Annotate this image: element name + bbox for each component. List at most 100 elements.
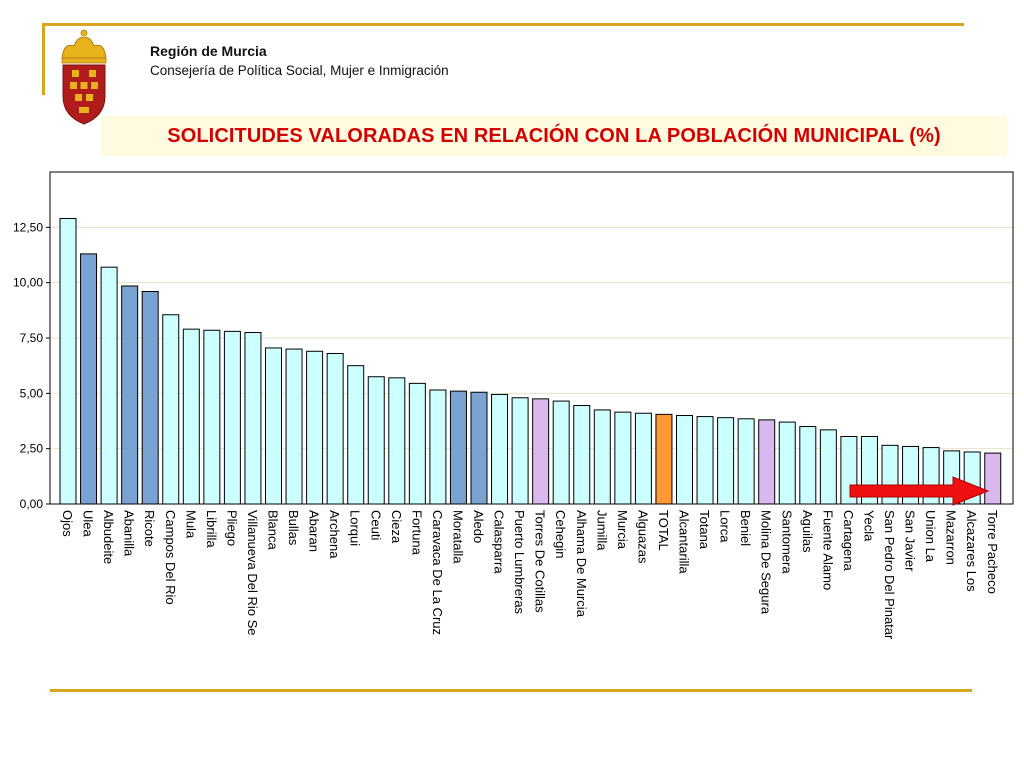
x-tick-label: Moratalla xyxy=(450,510,465,564)
x-tick-label: Bullas xyxy=(286,510,301,546)
x-tick-label: Caravaca De La Cruz xyxy=(430,510,445,635)
bar-total xyxy=(655,413,673,505)
bar-caravaca-de-la-cruz xyxy=(429,389,447,505)
x-tick-label: Lorca xyxy=(718,510,733,543)
y-tick-label: 5,00 xyxy=(20,386,44,400)
y-tick-label: 10,00 xyxy=(13,276,43,290)
bar-fortuna xyxy=(408,382,426,505)
x-tick-label: Cartagena xyxy=(841,510,856,571)
x-tick-label: Librilla xyxy=(204,510,219,548)
bar-villanueva-del-rio-se xyxy=(244,331,262,505)
x-tick-label: TOTAL xyxy=(656,510,671,551)
x-tick-label: Villanueva Del Rio Se xyxy=(245,510,260,636)
x-tick-label: Alguazas xyxy=(635,510,650,564)
bar-abaran xyxy=(306,350,324,505)
x-tick-label: Torres De Cotillas xyxy=(533,510,548,613)
bar-fuente-alamo xyxy=(819,429,837,505)
bar-ojos xyxy=(59,217,77,505)
x-tick-label: Mula xyxy=(183,510,198,539)
bar-archena xyxy=(326,352,344,505)
x-tick-label: Campos Del Rio xyxy=(163,510,178,605)
x-axis-ticks: Ojos Ulea Albudeite Abanilla Ricote Campos De… xyxy=(60,510,1000,640)
x-tick-label: Jumilla xyxy=(594,510,609,551)
y-tick-label: 7,50 xyxy=(20,331,44,345)
x-tick-label: Alhama De Murcia xyxy=(574,510,589,618)
chart-title: SOLICITUDES VALORADAS EN RELACIÓN CON LA… xyxy=(167,124,941,147)
y-tick-label: 2,50 xyxy=(20,442,44,456)
y-tick-label: 12,50 xyxy=(13,220,43,234)
department-name: Consejería de Política Social, Mujer e I… xyxy=(150,63,449,78)
bar-lorqui xyxy=(347,365,365,505)
x-tick-label: Santomera xyxy=(779,510,794,574)
x-tick-label: Fortuna xyxy=(409,510,424,556)
x-tick-label: Pliego xyxy=(224,510,239,546)
x-tick-label: Ricote xyxy=(142,510,157,547)
bar-torres-de-cotillas xyxy=(532,398,550,505)
x-tick-label: Beniel xyxy=(738,510,753,546)
bar-mula xyxy=(182,328,200,505)
bar-aguilas xyxy=(799,426,817,505)
x-tick-label: Blanca xyxy=(266,510,281,551)
x-tick-label: Aguilas xyxy=(800,510,815,553)
bar-cieza xyxy=(388,377,406,505)
bar-albudeite xyxy=(100,266,118,505)
bar-aledo xyxy=(470,391,488,505)
bar-torre-pacheco xyxy=(984,452,1002,505)
bar-alguazas xyxy=(634,412,652,505)
x-tick-label: San Pedro Del Pinatar xyxy=(882,510,897,640)
x-tick-label: Yecla xyxy=(861,510,876,542)
bar-abanilla xyxy=(121,285,139,505)
bar-puerto-lumbreras xyxy=(511,397,529,505)
bar-jumilla xyxy=(593,409,611,505)
x-tick-label: Abaran xyxy=(307,510,322,552)
x-tick-label: Ulea xyxy=(81,510,96,538)
x-tick-label: Alcantarilla xyxy=(677,510,692,574)
bar-calasparra xyxy=(491,393,509,505)
bar-alcantarilla xyxy=(676,414,693,505)
bar-lorca xyxy=(717,417,735,505)
x-tick-label: Cehegin xyxy=(553,510,568,558)
x-tick-label: Union La xyxy=(923,510,938,563)
org-name: Región de Murcia xyxy=(150,43,267,59)
bar-molina-de-segura xyxy=(758,419,776,505)
bar-santomera xyxy=(778,421,796,505)
x-tick-label: Murcia xyxy=(615,510,630,550)
bar-librilla xyxy=(203,329,221,505)
header-side-rule xyxy=(42,23,45,95)
x-tick-label: Abanilla xyxy=(122,510,137,557)
bar-blanca xyxy=(265,347,282,505)
x-tick-label: Mazarron xyxy=(944,510,959,565)
bar-ceuti xyxy=(367,376,385,505)
coat-of-arms-icon xyxy=(61,29,107,125)
bar-alhama-de-murcia xyxy=(573,405,591,505)
x-tick-label: Lorqui xyxy=(348,510,363,546)
header-top-rule xyxy=(44,23,964,26)
x-tick-label: Calasparra xyxy=(492,510,507,574)
x-tick-label: Cieza xyxy=(389,510,404,544)
bar-beniel xyxy=(737,418,755,505)
bar-bullas xyxy=(285,348,303,505)
x-tick-label: Archena xyxy=(327,510,342,559)
bar-murcia xyxy=(614,411,632,505)
bar-pliego xyxy=(223,330,241,505)
x-tick-label: Puerto Lumbreras xyxy=(512,510,527,615)
x-tick-label: Torre Pacheco xyxy=(985,510,1000,594)
footer-rule xyxy=(50,689,972,692)
bar-ulea xyxy=(80,253,98,505)
bar-chart: 0,00 2,50 5,00 7,50 10,00 12,50 Ojos Ulea Albud… xyxy=(13,171,1014,640)
x-tick-label: Alcazares Los xyxy=(964,510,979,592)
y-axis-ticks: 0,00 2,50 5,00 7,50 10,00 12,50 xyxy=(13,220,50,511)
x-tick-label: Fuente Alamo xyxy=(820,510,835,590)
x-tick-label: Ceuti xyxy=(368,510,383,540)
chart-bars xyxy=(59,217,1002,505)
x-tick-label: Aledo xyxy=(471,510,486,543)
x-tick-label: San Javier xyxy=(903,510,918,572)
bar-totana xyxy=(696,416,714,505)
bar-campos-del-rio xyxy=(162,314,180,505)
bar-ricote xyxy=(141,291,159,505)
y-tick-label: 0,00 xyxy=(20,497,44,511)
x-tick-label: Ojos xyxy=(60,510,75,537)
x-tick-label: Albudeite xyxy=(101,510,116,564)
bar-cehegin xyxy=(552,400,570,505)
chart-title-box: SOLICITUDES VALORADAS EN RELACIÓN CON LA… xyxy=(101,116,1007,156)
